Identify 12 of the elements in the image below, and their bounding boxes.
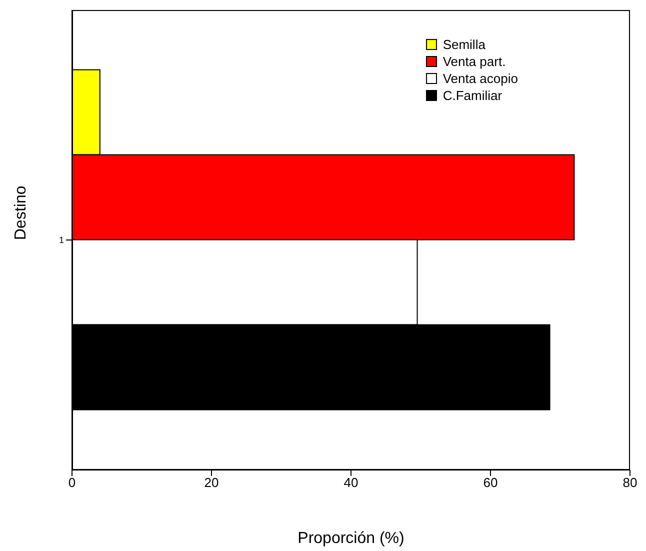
x-axis-title: Proporción (%) — [298, 530, 404, 547]
x-tick-label: 60 — [483, 475, 498, 490]
legend-label: Venta acopio — [442, 71, 518, 86]
legend-label: Venta part. — [442, 54, 506, 69]
x-tick-label: 40 — [344, 475, 358, 490]
legend-label: C.Familiar — [442, 88, 502, 103]
y-axis-title: Destino — [12, 186, 30, 240]
x-tick-label: 20 — [204, 475, 219, 490]
y-tick-label: 1 — [58, 235, 64, 246]
x-tick-label: 0 — [68, 475, 76, 490]
x-tick-label: 80 — [622, 475, 638, 490]
legend-label: Semilla — [442, 37, 486, 52]
